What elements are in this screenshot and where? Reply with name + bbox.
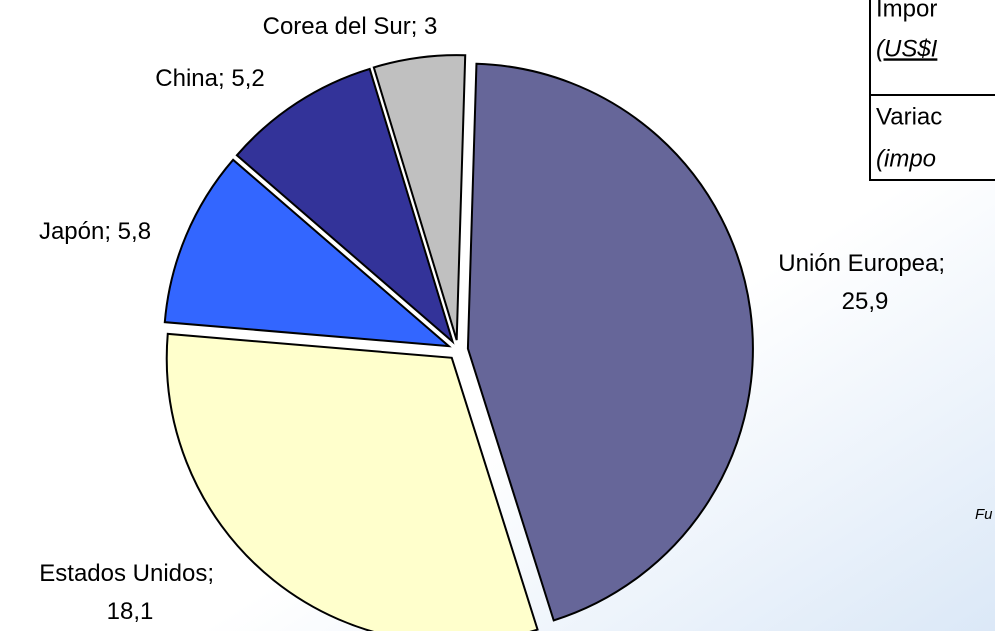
pie-slice: [165, 332, 539, 631]
data-label: Unión Europea; 25,9: [778, 250, 951, 315]
data-label: Corea del Sur; 3: [263, 13, 438, 40]
pie-slice: [235, 67, 455, 345]
pie: [163, 54, 754, 631]
data-label: Japón; 5,8: [39, 218, 151, 245]
data-label: China; 5,2: [155, 65, 264, 92]
table-cell: Variac: [876, 103, 942, 130]
pie-slice: [163, 158, 452, 348]
label-separator: ;: [218, 65, 231, 92]
table-frame: [869, 0, 995, 181]
label-category: Estados Unidos: [39, 560, 207, 587]
label-separator: ;: [104, 218, 117, 245]
table-cell: (US$I: [876, 35, 938, 62]
label-value: 3: [424, 13, 437, 40]
pie-slice: [372, 54, 467, 341]
label-separator: ;: [938, 250, 951, 277]
label-value: 5,8: [118, 218, 151, 245]
label-value: 18,1: [107, 598, 154, 625]
table: Impor (US$I Variac (impo: [869, 0, 995, 181]
data-label: Estados Unidos; 18,1: [39, 560, 220, 625]
label-category: Corea del Sur: [263, 13, 411, 40]
labels: Unión Europea; 25,9 Estados Unidos; 18,1 J…: [39, 13, 952, 625]
pie-slice: [466, 62, 754, 622]
table-cell: (impo: [876, 145, 936, 172]
label-separator: ;: [207, 560, 220, 587]
label-category: Unión Europea: [778, 250, 939, 277]
label-value: 25,9: [842, 288, 889, 315]
label-separator: ;: [411, 13, 424, 40]
table-cell: Impor: [876, 0, 937, 22]
footnote: Fu: [975, 506, 993, 523]
label-category: Japón: [39, 218, 104, 245]
label-value: 5,2: [231, 65, 264, 92]
label-category: China: [155, 65, 218, 92]
